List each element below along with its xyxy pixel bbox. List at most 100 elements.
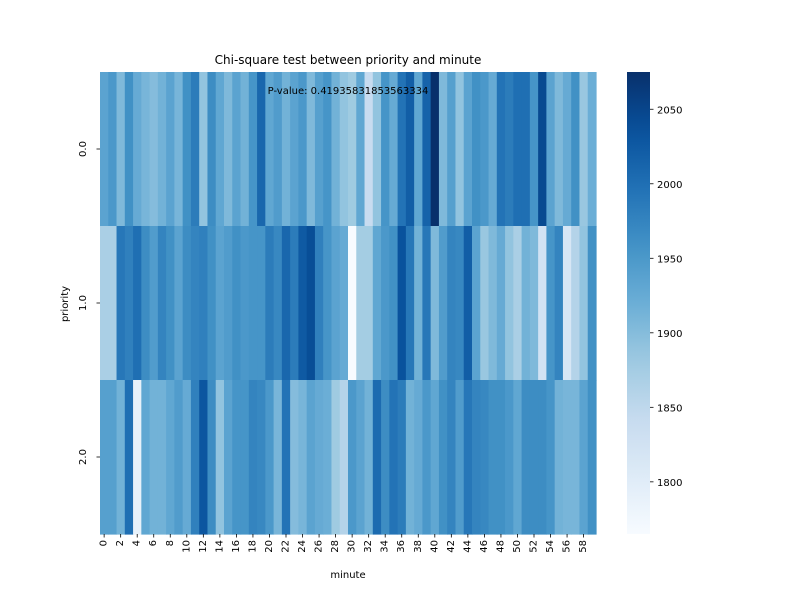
- heatmap-cell: [364, 226, 374, 381]
- heatmap-cell: [257, 226, 266, 381]
- heatmap-cell: [480, 72, 490, 227]
- x-tick-label: 34: [380, 540, 391, 553]
- x-tick-label: 56: [562, 540, 573, 553]
- heatmap-cell: [166, 72, 175, 227]
- x-tick-label: 48: [495, 540, 506, 553]
- heatmap-cell: [157, 72, 167, 227]
- heatmap-cell: [538, 380, 547, 535]
- heatmap-cell: [513, 72, 523, 227]
- heatmap-cell: [381, 380, 390, 535]
- heatmap-cell: [141, 226, 151, 381]
- x-tick-label: 4: [132, 540, 143, 546]
- heatmap-cell: [190, 380, 200, 535]
- heatmap-cell: [488, 380, 498, 535]
- heatmap-cell: [290, 380, 299, 535]
- colorbar: [627, 72, 650, 534]
- heatmap-cell: [405, 380, 415, 535]
- heatmap-cell: [248, 72, 258, 227]
- heatmap-cell: [207, 226, 217, 381]
- x-tick-label: 6: [148, 540, 159, 546]
- heatmap-cell: [463, 226, 473, 381]
- x-tick-label: 16: [231, 540, 242, 553]
- heatmap-cell: [480, 226, 490, 381]
- heatmap-cell: [133, 226, 142, 381]
- heatmap-cell: [314, 226, 324, 381]
- heatmap-cell: [207, 72, 217, 227]
- heatmap-cell: [207, 380, 217, 535]
- heatmap-cell: [447, 226, 457, 381]
- heatmap-cell: [405, 72, 415, 227]
- heatmap-cell: [215, 72, 225, 227]
- heatmap-cell: [257, 380, 266, 535]
- heatmap-cell: [430, 380, 440, 535]
- x-tick-label: 58: [578, 540, 589, 553]
- heatmap-cell: [571, 72, 581, 227]
- heatmap-cell: [100, 226, 109, 381]
- heatmap-cell: [224, 72, 233, 227]
- heatmap-cell: [414, 380, 423, 535]
- heatmap-cell: [472, 380, 481, 535]
- x-tick-label: 38: [413, 540, 424, 553]
- heatmap-cell: [554, 380, 564, 535]
- heatmap-cell: [422, 226, 432, 381]
- heatmap-cell: [554, 226, 564, 381]
- heatmap-cell: [579, 72, 589, 227]
- heatmap-cell: [455, 72, 465, 227]
- y-axis-ticks: 0.0 1.0 2.0: [78, 141, 100, 465]
- heatmap-cell: [232, 380, 242, 535]
- heatmap-cell: [546, 380, 556, 535]
- heatmap-cell: [149, 226, 159, 381]
- heatmap-cell: [389, 380, 399, 535]
- heatmap-cell: [273, 380, 283, 535]
- heatmap-cell: [463, 380, 473, 535]
- x-tick-label: 26: [314, 540, 325, 553]
- colorbar-tick-label: 2000: [657, 180, 682, 191]
- heatmap-cell: [397, 72, 407, 227]
- heatmap-cell: [290, 72, 299, 227]
- heatmap-cell: [562, 226, 572, 381]
- x-tick-label: 14: [214, 540, 225, 553]
- heatmap-cell: [339, 72, 349, 227]
- heatmap-cell: [265, 226, 275, 381]
- heatmap-cell: [505, 380, 514, 535]
- heatmap-cell: [472, 72, 481, 227]
- heatmap-cell: [372, 72, 382, 227]
- x-tick-label: 54: [545, 540, 556, 553]
- heatmap-cell: [331, 72, 341, 227]
- heatmap-cell: [182, 226, 192, 381]
- heatmap-cell: [224, 380, 233, 535]
- heatmap-cell: [389, 72, 399, 227]
- colorbar-ticks: 1800 1850 1900 1950 2000 2050: [650, 105, 682, 489]
- heatmap-cell: [554, 72, 564, 227]
- x-tick-label: 28: [330, 540, 341, 553]
- heatmap-cell: [331, 226, 341, 381]
- heatmap-cell: [438, 72, 448, 227]
- heatmap-cell: [529, 226, 539, 381]
- heatmap-cell: [447, 380, 457, 535]
- heatmap-cell: [232, 72, 242, 227]
- x-tick-label: 22: [281, 540, 292, 553]
- heatmap-cell: [240, 226, 250, 381]
- heatmap-cell: [422, 380, 432, 535]
- heatmap-cell: [182, 72, 192, 227]
- heatmap-cell: [496, 72, 506, 227]
- heatmap-cell: [190, 72, 200, 227]
- heatmap-cell: [306, 72, 316, 227]
- heatmap-cell: [356, 226, 366, 381]
- heatmap-cell: [306, 226, 316, 381]
- heatmap-cell: [381, 226, 390, 381]
- x-tick-label: 44: [462, 540, 473, 553]
- heatmap-cell: [505, 226, 514, 381]
- heatmap-cell: [348, 226, 357, 381]
- heatmap-cell: [298, 72, 308, 227]
- heatmap-cell: [447, 72, 457, 227]
- colorbar-tick-label: 1950: [657, 254, 682, 265]
- heatmap-cell: [108, 226, 118, 381]
- x-tick-label: 32: [363, 540, 374, 553]
- heatmap-cell: [298, 226, 308, 381]
- heatmap-cell: [472, 226, 481, 381]
- heatmap-cell: [116, 72, 126, 227]
- p-value-annotation: P-value: 0.41935831853563334: [268, 86, 429, 97]
- heatmap-cell: [174, 380, 184, 535]
- x-tick-label: 50: [512, 540, 523, 553]
